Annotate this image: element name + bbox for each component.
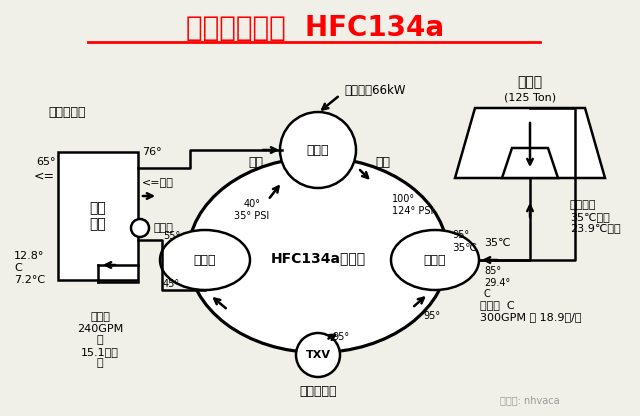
Text: 55°: 55° — [163, 231, 180, 241]
Circle shape — [280, 112, 356, 188]
Ellipse shape — [188, 158, 448, 352]
Text: 冷却塔: 冷却塔 — [517, 75, 543, 89]
Text: 吸气: 吸气 — [248, 156, 263, 168]
Text: 基本空调循环  HFC134a: 基本空调循环 HFC134a — [186, 14, 444, 42]
Text: 35℃: 35℃ — [452, 243, 477, 253]
Text: (125 Ton): (125 Ton) — [504, 92, 556, 102]
Text: <=空气: <=空气 — [142, 178, 174, 188]
Polygon shape — [455, 108, 605, 178]
Text: HFC134a制冷剂: HFC134a制冷剂 — [271, 251, 365, 265]
Text: <=: <= — [34, 169, 55, 183]
Text: 76°: 76° — [142, 147, 162, 157]
Text: 95°: 95° — [424, 311, 440, 321]
Text: 输入功率66kW: 输入功率66kW — [344, 84, 406, 97]
Text: 室外空气
35℃干球
23.9℃湿球: 室外空气 35℃干球 23.9℃湿球 — [570, 200, 621, 233]
Text: 45°: 45° — [163, 279, 180, 289]
Text: 100°
124° PSI: 100° 124° PSI — [392, 194, 433, 216]
Text: 三通阀: 三通阀 — [153, 223, 173, 233]
Text: 65°: 65° — [36, 157, 56, 167]
Circle shape — [296, 333, 340, 377]
Text: 85°
29.4°
C: 85° 29.4° C — [484, 266, 510, 299]
Bar — [58, 152, 138, 280]
Text: 微信号: nhvaca: 微信号: nhvaca — [500, 395, 559, 405]
Text: 空气处理器: 空气处理器 — [48, 106, 86, 119]
Text: 12.8°
C
7.2°C: 12.8° C 7.2°C — [14, 251, 45, 285]
Text: 40°
35° PSI: 40° 35° PSI — [234, 199, 269, 221]
Text: 冷凝器: 冷凝器 — [424, 253, 446, 267]
Text: 风机
盘管: 风机 盘管 — [90, 201, 106, 231]
Text: 蒸发器: 蒸发器 — [194, 253, 216, 267]
Text: 冷却水  C
300GPM ＝ 18.9升/秒: 冷却水 C 300GPM ＝ 18.9升/秒 — [480, 300, 582, 322]
Circle shape — [131, 219, 149, 237]
Text: 95°: 95° — [332, 332, 349, 342]
Text: 冷冻水
240GPM
＝
15.1升每
秒: 冷冻水 240GPM ＝ 15.1升每 秒 — [77, 312, 123, 369]
Text: 热力膨胀阀: 热力膨胀阀 — [300, 385, 337, 398]
Text: 35℃: 35℃ — [484, 238, 511, 248]
Ellipse shape — [391, 230, 479, 290]
Text: 压缩机: 压缩机 — [307, 144, 329, 156]
Ellipse shape — [160, 230, 250, 290]
Text: TXV: TXV — [305, 350, 330, 360]
Text: 95°: 95° — [452, 230, 469, 240]
Text: 排气: 排气 — [375, 156, 390, 168]
Polygon shape — [502, 148, 558, 178]
